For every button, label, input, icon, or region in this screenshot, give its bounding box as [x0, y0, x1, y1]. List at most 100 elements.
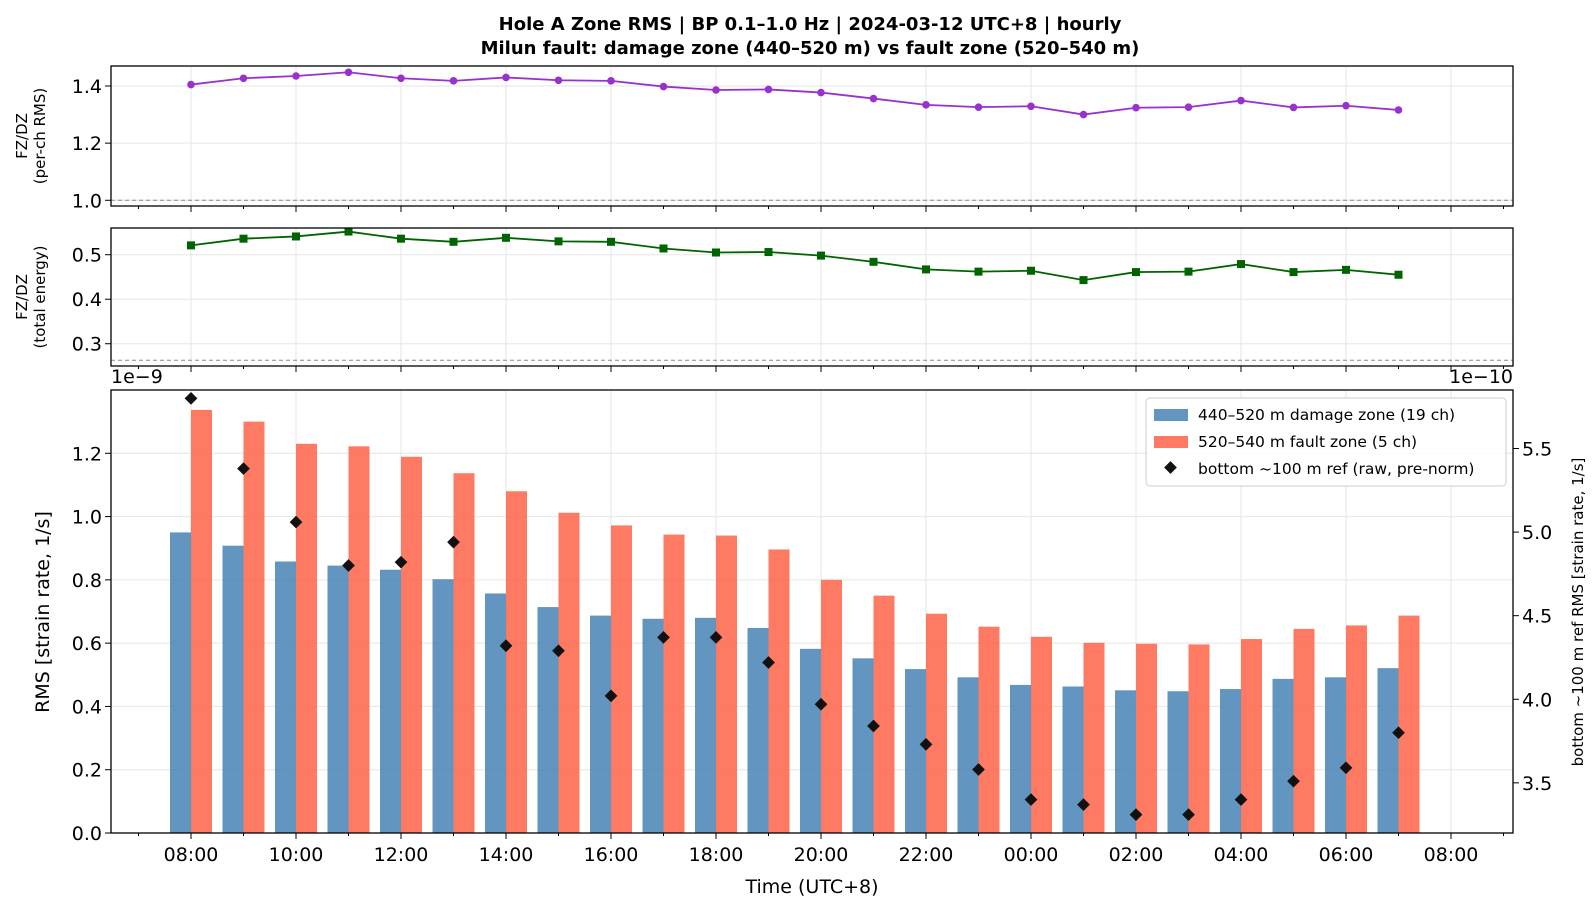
panel1-y-ticks: 1.0 1.2 1.4: [72, 76, 111, 212]
p1-series-line: [190, 71, 1399, 116]
p1-point: [1079, 110, 1088, 119]
bar-fault-zone: [191, 409, 212, 833]
bar-damage-zone: [275, 561, 296, 833]
p2-point: [607, 237, 615, 246]
p2-point: [554, 237, 563, 246]
panel-ratio-total-energy: 0.3 0.4 0.5 FZ/DZ (total energy): [13, 227, 1514, 372]
panel1-frame: [110, 65, 1514, 207]
bar-fault-zone: [1188, 644, 1210, 833]
panel3-x-ticks: 08:00 10:00 12:00 14:00 16:00 18:00 20:00 22:00…: [138, 833, 1504, 866]
p1-point: [239, 74, 248, 83]
bar-damage-zone: [695, 617, 716, 833]
bar-fault-zone: [768, 549, 790, 833]
panel3-right-y-ticks: 3.5 4.0 4.5 5.0 5.5: [1513, 439, 1552, 795]
x-tick-label: 08:00: [1424, 844, 1479, 866]
panel3-y2label: bottom ~100 m ref RMS [strain rate, 1/s]: [1569, 458, 1587, 767]
panel2-x-ticks: [138, 366, 1504, 372]
bar-damage-zone: [747, 627, 769, 833]
p2-point: [502, 233, 510, 242]
panel3-y2-offset-label: 1e−10: [1449, 366, 1513, 388]
panel-zone-rms-bars: 0.0 0.2 0.4 0.6 0.8 1.0 1.2 3.5 4.0 4.5 5.0 5.5 08…: [32, 366, 1587, 898]
p1-point: [1237, 96, 1245, 105]
bar-fault-zone: [1346, 625, 1367, 833]
reference-marker: [184, 391, 198, 405]
p3-y-tick-label: 1.0: [72, 507, 102, 529]
bar-damage-zone: [222, 545, 244, 833]
panel3-frame: [110, 389, 1514, 834]
bar-fault-zone: [1398, 615, 1420, 833]
panel1-x-ticks: [138, 206, 1504, 212]
p2-point: [1027, 266, 1035, 275]
p2-point: [1184, 267, 1193, 276]
panel2-frame: [110, 227, 1514, 367]
x-tick-label: 00:00: [1004, 844, 1059, 866]
p1-point: [1289, 103, 1298, 112]
p1-point: [1184, 103, 1193, 111]
legend: 440–520 m damage zone (19 ch) 520–540 m …: [1145, 397, 1507, 487]
p2-y-tick-label: 0.3: [72, 334, 102, 356]
bar-damage-zone: [642, 618, 664, 833]
x-axis-label: Time (UTC+8): [744, 876, 878, 898]
x-tick-label: 02:00: [1109, 844, 1164, 866]
bar-fault-zone: [716, 535, 737, 833]
p1-point: [187, 80, 195, 89]
panel3-ylabel: RMS [strain rate, 1/s]: [32, 511, 54, 713]
bar-fault-zone: [663, 534, 685, 833]
p1-point: [554, 76, 563, 85]
p3-y-tick-label: 0.0: [72, 823, 102, 845]
x-tick-label: 20:00: [794, 844, 849, 866]
p2-point: [1132, 268, 1140, 277]
bar-damage-zone: [1062, 686, 1084, 833]
legend-label-fault-zone: 520–540 m fault zone (5 ch): [1198, 433, 1417, 451]
bar-fault-zone: [1136, 643, 1157, 833]
p1-point: [817, 88, 825, 97]
chart-title-line2: Milun fault: damage zone (440–520 m) vs …: [481, 38, 1140, 59]
p1-point: [659, 82, 668, 91]
bar-damage-zone: [852, 658, 874, 833]
p1-point: [344, 68, 353, 77]
p2-point: [1079, 276, 1088, 285]
p3-y-tick-label: 0.4: [72, 696, 102, 718]
chart-title-line1: Hole A Zone RMS | BP 0.1–1.0 Hz | 2024-0…: [499, 14, 1122, 35]
x-tick-label: 08:00: [164, 844, 219, 866]
p2-point: [1394, 270, 1403, 279]
bar-damage-zone: [327, 565, 349, 833]
p2-point: [817, 251, 825, 260]
x-tick-label: 22:00: [899, 844, 954, 866]
p1-point: [397, 74, 405, 83]
x-tick-label: 04:00: [1214, 844, 1269, 866]
panel3-y-offset-label: 1e−9: [111, 366, 163, 388]
p1-point: [869, 94, 878, 103]
legend-label-damage-zone: 440–520 m damage zone (19 ch): [1198, 406, 1455, 424]
bar-fault-zone: [821, 579, 842, 833]
bar-damage-zone: [432, 579, 454, 833]
p3-y2-tick-label: 4.5: [1522, 606, 1552, 628]
p1-point: [922, 101, 930, 109]
p1-point: [292, 72, 300, 80]
bar-fault-zone: [611, 525, 632, 833]
p1-point: [712, 86, 720, 94]
p3-y2-tick-label: 3.5: [1522, 773, 1552, 795]
panel2-grid: [111, 228, 1513, 366]
p3-y2-tick-label: 4.0: [1522, 689, 1552, 711]
p2-point: [764, 248, 773, 257]
panel-ratio-per-channel: 1.0 1.2 1.4 FZ/DZ (per-ch RMS): [13, 65, 1514, 212]
p1-y-tick-label: 1.0: [72, 190, 102, 212]
bar-fault-zone: [558, 512, 580, 833]
p2-point: [712, 248, 720, 257]
p1-y-tick-label: 1.2: [72, 133, 102, 155]
p1-point: [502, 73, 510, 82]
legend-swatch-fault-zone: [1154, 436, 1188, 448]
panel1-ylabel-line2: (per-ch RMS): [31, 88, 49, 184]
bar-fault-zone: [978, 626, 1000, 833]
p1-y-tick-label: 1.4: [72, 76, 102, 98]
panel2-series: [187, 227, 1403, 285]
panel2-y-ticks: 0.3 0.4 0.5: [72, 245, 111, 356]
bar-damage-zone: [1115, 690, 1136, 833]
p1-point: [1132, 103, 1140, 112]
bar-damage-zone: [1325, 677, 1346, 833]
p3-y-tick-label: 1.2: [72, 443, 102, 465]
legend-box: [1145, 397, 1507, 487]
bar-damage-zone: [537, 607, 559, 833]
